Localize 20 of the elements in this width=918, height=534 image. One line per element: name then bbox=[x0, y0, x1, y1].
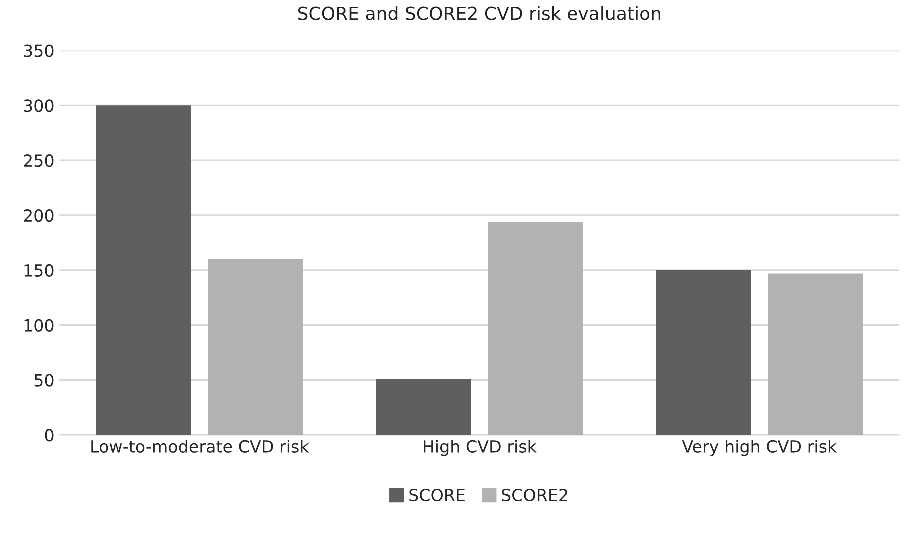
y-tick-label: 100 bbox=[24, 319, 54, 332]
x-tick-label: High CVD risk bbox=[424, 440, 537, 456]
bar bbox=[208, 259, 304, 436]
bar bbox=[488, 222, 584, 436]
y-tick-label: 50 bbox=[34, 374, 54, 387]
bar bbox=[376, 379, 472, 436]
legend-label: SCORE bbox=[410, 488, 465, 502]
y-tick-label: 150 bbox=[24, 264, 54, 277]
chart-title: SCORE and SCORE2 CVD risk evaluation bbox=[298, 6, 660, 20]
y-tick-label: 250 bbox=[24, 154, 54, 168]
y-tick-label: 300 bbox=[24, 100, 54, 112]
bar bbox=[656, 270, 752, 436]
y-tick-label: 0 bbox=[45, 429, 54, 442]
x-tick-label: Low-to-moderate CVD risk bbox=[92, 440, 310, 453]
x-tick-label: Very high CVD risk bbox=[682, 440, 838, 456]
bar bbox=[768, 274, 864, 436]
y-tick-label: 200 bbox=[24, 209, 54, 222]
bar bbox=[96, 106, 192, 436]
legend-label: SCORE2 bbox=[502, 488, 568, 502]
y-tick-label: 350 bbox=[24, 44, 54, 58]
